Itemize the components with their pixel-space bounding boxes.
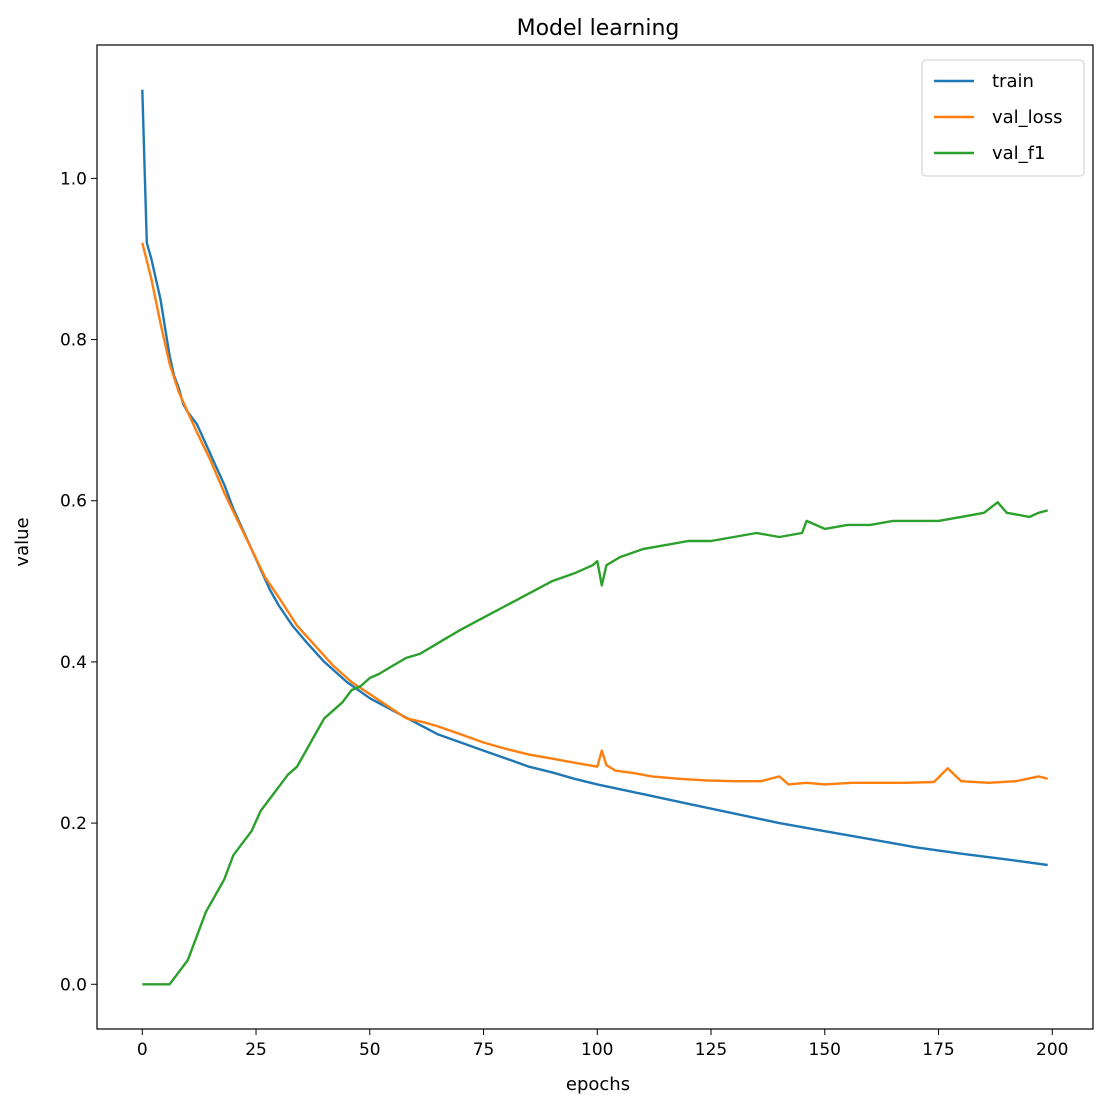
y-axis-ticks: 0.0 0.2 0.4 0.6 0.8 1.0 bbox=[60, 169, 97, 995]
x-tick-label: 25 bbox=[245, 1040, 267, 1060]
y-tick-label: 0.8 bbox=[60, 331, 87, 351]
y-tick-label: 0.2 bbox=[60, 814, 87, 834]
y-tick-label: 0.4 bbox=[60, 653, 87, 673]
x-tick-label: 200 bbox=[1036, 1040, 1068, 1060]
series-lines bbox=[141, 89, 1049, 986]
plot-frame bbox=[96, 44, 1094, 1030]
y-tick-label: 0.0 bbox=[60, 975, 87, 995]
legend: train val_loss val_f1 bbox=[921, 59, 1085, 177]
y-tick-label: 1.0 bbox=[60, 169, 87, 189]
legend-label-val-f1: val_f1 bbox=[992, 143, 1045, 164]
legend-label-train: train bbox=[992, 71, 1034, 92]
chart-title: Model learning bbox=[517, 16, 680, 41]
y-axis-label: value bbox=[12, 517, 33, 566]
x-tick-label: 125 bbox=[695, 1040, 727, 1060]
x-axis-label: epochs bbox=[566, 1074, 630, 1095]
x-tick-label: 50 bbox=[359, 1040, 381, 1060]
y-tick-label: 0.6 bbox=[60, 492, 87, 512]
x-axis-ticks: 0 25 50 75 100 125 150 175 200 bbox=[137, 1029, 1069, 1060]
series-line-val-f1 bbox=[142, 501, 1049, 986]
x-tick-label: 175 bbox=[922, 1040, 954, 1060]
x-tick-label: 0 bbox=[137, 1040, 148, 1060]
legend-label-val-loss: val_loss bbox=[992, 107, 1062, 128]
x-tick-label: 75 bbox=[473, 1040, 495, 1060]
plot-background bbox=[97, 45, 1093, 1029]
x-tick-label: 100 bbox=[581, 1040, 613, 1060]
x-tick-label: 150 bbox=[809, 1040, 841, 1060]
legend-box bbox=[921, 59, 1085, 177]
series-line-val-loss bbox=[141, 242, 1049, 786]
